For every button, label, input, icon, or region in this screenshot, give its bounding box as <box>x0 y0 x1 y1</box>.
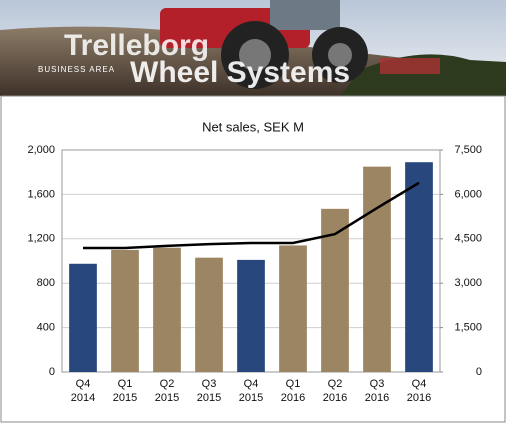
x-tick-label: 2016 <box>281 392 305 404</box>
x-tick-label: Q2 <box>328 378 343 390</box>
bar <box>195 257 223 372</box>
y2-tick-label: 3,000 <box>454 277 482 289</box>
header-banner: Trelleborg BUSINESS AREA Wheel Systems <box>0 0 506 97</box>
bar <box>69 263 97 372</box>
y-tick-label: 400 <box>37 322 55 334</box>
y-tick-label: 1,600 <box>27 188 55 200</box>
x-tick-label: Q3 <box>202 378 217 390</box>
y2-tick-label: 4,500 <box>454 233 482 245</box>
x-tick-label: Q4 <box>76 378 91 390</box>
y-tick-label: 1,200 <box>27 233 55 245</box>
bar <box>279 245 307 372</box>
y2-tick-label: 1,500 <box>454 322 482 334</box>
bar <box>111 249 139 372</box>
x-tick-label: 2016 <box>365 392 389 404</box>
chart-title: Net sales, SEK M <box>202 119 304 134</box>
x-tick-label: Q2 <box>160 378 175 390</box>
y-tick-label: 2,000 <box>27 144 55 156</box>
y-tick-label: 800 <box>37 277 55 289</box>
x-tick-label: Q1 <box>286 378 301 390</box>
x-tick-label: 2015 <box>197 392 221 404</box>
y2-tick-label: 0 <box>476 366 482 378</box>
x-tick-label: Q4 <box>412 378 427 390</box>
bar <box>405 162 433 372</box>
x-tick-label: 2015 <box>155 392 179 404</box>
y2-tick-label: 6,000 <box>454 188 482 200</box>
x-tick-label: Q3 <box>370 378 385 390</box>
x-tick-label: 2015 <box>239 392 263 404</box>
x-tick-label: Q4 <box>244 378 259 390</box>
bar <box>363 166 391 372</box>
division: Wheel Systems <box>130 56 350 89</box>
bar <box>153 247 181 372</box>
x-tick-label: 2015 <box>113 392 137 404</box>
line <box>83 181 420 250</box>
y2-tick-label: 7,500 <box>454 144 482 156</box>
x-tick-label: 2014 <box>71 392 95 404</box>
bar <box>237 259 265 372</box>
x-tick-label: Q1 <box>118 378 133 390</box>
x-tick-label: 2016 <box>323 392 347 404</box>
x-tick-label: 2016 <box>407 392 431 404</box>
business-area: BUSINESS AREA <box>38 65 115 74</box>
y-tick-label: 0 <box>49 366 55 378</box>
brand: Trelleborg <box>64 29 209 62</box>
